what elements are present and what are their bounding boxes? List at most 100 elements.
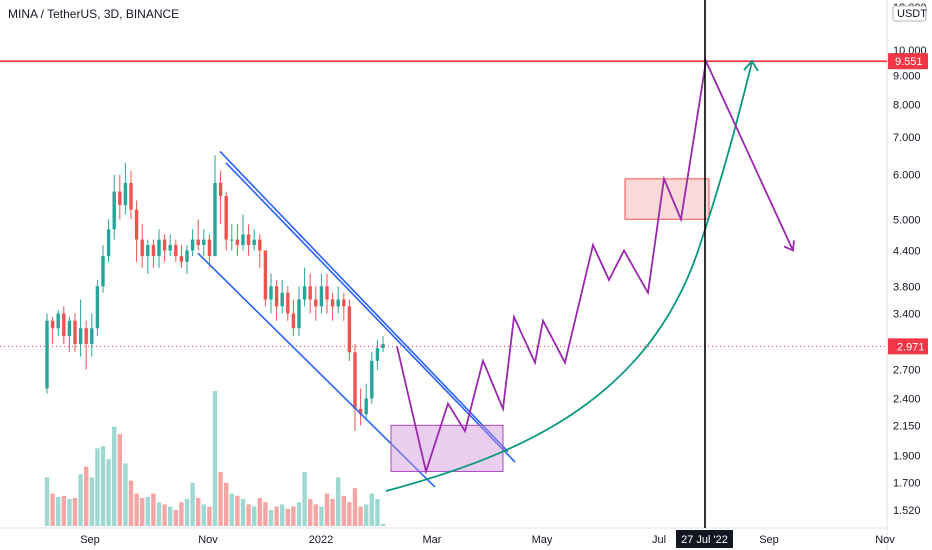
volume-bar <box>302 472 307 526</box>
y-tick-label: 4.400 <box>893 245 921 257</box>
y-tick-label: 2.400 <box>893 393 921 405</box>
channel-upper-line-2 <box>225 162 516 463</box>
y-tick-label: 6.000 <box>893 170 921 182</box>
candle-body <box>319 286 324 307</box>
volume-bar <box>162 504 167 526</box>
candle-body <box>308 286 312 300</box>
x-tick-label: Nov <box>198 534 218 546</box>
accumulation-box <box>390 424 504 472</box>
volume-bar <box>218 472 223 526</box>
candle-body <box>50 320 55 329</box>
volume-bar <box>201 504 206 526</box>
candle-body <box>67 320 72 336</box>
volume-bar <box>285 508 290 526</box>
volume-bar <box>263 502 268 526</box>
growth-curve-arrowhead <box>743 59 759 72</box>
chart-title: MINA / TetherUS, 3D, BINANCE <box>8 7 179 21</box>
candle-body <box>246 234 251 245</box>
candle-body <box>218 183 223 196</box>
axes: 12.00010.0009.0008.0007.0006.0005.0004.4… <box>80 2 928 548</box>
volume-bar <box>72 497 78 526</box>
volume-bar <box>117 434 122 526</box>
volume-bar <box>268 509 274 526</box>
volume-bar <box>140 497 145 526</box>
candle-body <box>202 239 206 245</box>
x-tick-label: Sep <box>759 534 779 546</box>
candle-body <box>56 313 60 329</box>
volume-bar <box>67 499 72 526</box>
channel-upper-line <box>219 150 509 453</box>
resistance-price-tag <box>888 53 928 70</box>
candle-body <box>162 239 167 251</box>
y-tick-label: 3.800 <box>893 281 921 293</box>
volume-bar <box>95 448 100 526</box>
date-marker-label: 27 Jul '22 <box>681 534 728 546</box>
drawings <box>0 0 887 528</box>
volume-bar <box>235 495 240 526</box>
volume-bar <box>336 477 341 526</box>
candle-body <box>252 239 256 245</box>
x-tick-label: Sep <box>80 534 100 546</box>
candle-body <box>364 398 368 415</box>
volume-bar <box>375 499 380 526</box>
candle-body <box>353 352 357 409</box>
volume-bar <box>123 463 128 526</box>
candle-body <box>73 320 77 344</box>
candle-body <box>140 239 144 257</box>
volume-bar <box>134 493 139 526</box>
volume-bar <box>380 523 386 526</box>
candle-body <box>123 183 128 206</box>
candle-body <box>274 286 279 307</box>
candle-body <box>78 328 83 344</box>
candle-body <box>168 244 172 251</box>
candle-body <box>134 209 139 240</box>
candle-body <box>291 313 296 329</box>
volume-bar <box>229 493 234 526</box>
volume-bar <box>106 459 111 526</box>
candle-body <box>241 234 245 245</box>
candle-body <box>370 360 374 399</box>
candle-body <box>112 191 116 230</box>
candle-body <box>196 239 200 245</box>
x-tick-label: Nov <box>875 534 895 546</box>
volume-bar <box>156 502 162 526</box>
candle-body <box>224 195 228 240</box>
projection-path <box>396 58 794 475</box>
candle-body <box>185 250 189 262</box>
volume-bar <box>112 426 117 526</box>
candle-body <box>330 299 335 307</box>
volume-bar <box>257 497 262 526</box>
candle-body <box>95 286 100 329</box>
volume-bar <box>190 482 195 526</box>
volume-bar <box>369 493 374 526</box>
y-tick-label: 1.700 <box>893 478 921 490</box>
volume-bar <box>308 499 313 526</box>
volume-bar <box>296 502 302 526</box>
candle-body <box>179 256 184 262</box>
volume-bar <box>100 446 106 526</box>
volume-bar <box>128 480 134 526</box>
volume-bar <box>352 488 358 526</box>
candle-body <box>151 244 156 257</box>
channel-lower-line <box>197 252 436 488</box>
volume-bar <box>358 506 363 526</box>
candle-body <box>101 256 105 287</box>
volume-bar <box>173 509 178 526</box>
candle-body <box>230 239 234 241</box>
volume-bar <box>313 504 318 526</box>
y-tick-label: 9.000 <box>893 71 921 83</box>
y-tick-label: 3.400 <box>893 308 921 320</box>
volume-bar <box>319 506 324 526</box>
candle-body <box>258 239 262 251</box>
x-tick-label: Jul <box>652 534 666 546</box>
candle-body <box>263 250 268 300</box>
volume-bar <box>240 499 246 526</box>
current-price-tag <box>888 338 928 355</box>
candle-body <box>280 292 284 307</box>
candle-body <box>235 239 240 245</box>
current-price-label: 2.971 <box>897 341 925 353</box>
candle-body <box>213 183 217 257</box>
currency-label: USDT <box>897 8 927 20</box>
candle-body <box>314 299 318 307</box>
